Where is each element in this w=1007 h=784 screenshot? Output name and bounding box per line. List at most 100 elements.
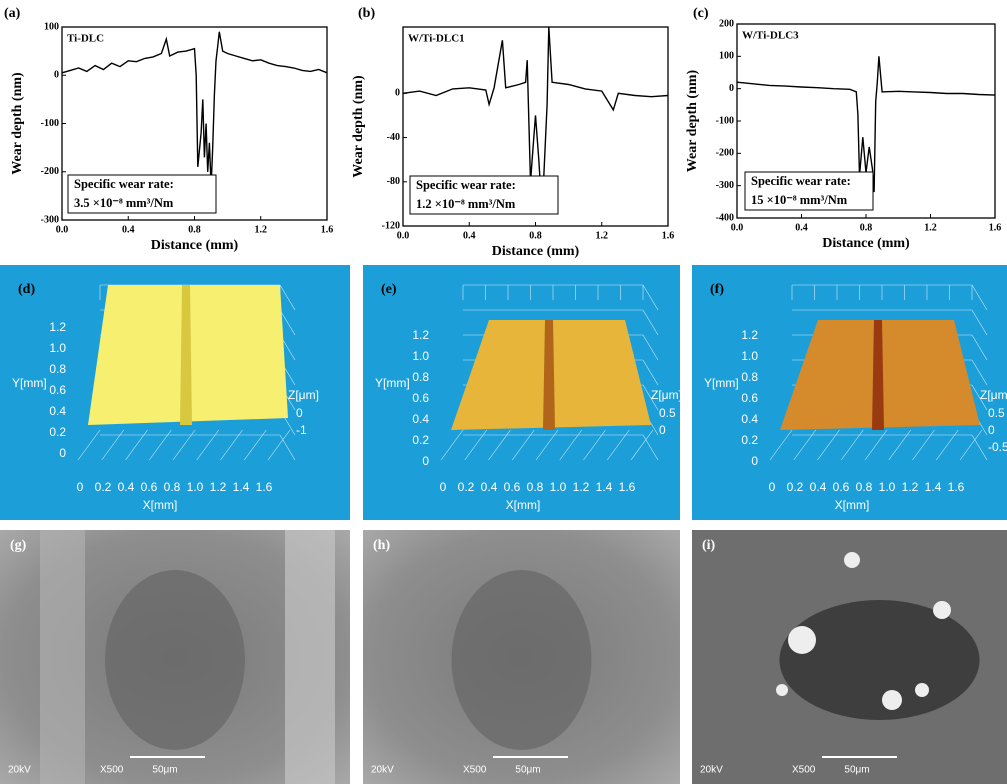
panel-label: (e) bbox=[381, 282, 397, 297]
y-axis-title: Y[mm] bbox=[12, 376, 47, 390]
debris bbox=[844, 552, 860, 568]
y-tick-label: 100 bbox=[719, 51, 734, 62]
x-tick-label: 0.8 bbox=[860, 222, 873, 233]
y-tick-label: 200 bbox=[719, 18, 734, 29]
z-tick-label: 0 bbox=[659, 423, 666, 437]
y-tick-label: 0 bbox=[729, 83, 734, 94]
debris bbox=[788, 626, 816, 654]
y-tick-label: 1.0 bbox=[49, 341, 66, 355]
x-tick-label: 1.2 bbox=[210, 480, 227, 494]
y-tick-label: 0.2 bbox=[412, 433, 429, 447]
x-tick-label: 0.0 bbox=[397, 230, 410, 241]
debris bbox=[915, 683, 929, 697]
chart-title: W/Ti-DLC1 bbox=[408, 33, 465, 45]
x-tick-label: 0 bbox=[769, 480, 776, 494]
y-axis-title: Y[mm] bbox=[704, 376, 739, 390]
debris-band bbox=[285, 530, 335, 784]
x-axis-title: X[mm] bbox=[506, 498, 541, 512]
x-tick-label: 0.2 bbox=[95, 480, 112, 494]
x-tick-label: 1.4 bbox=[233, 480, 250, 494]
x-tick-label: 1.2 bbox=[902, 480, 919, 494]
x-tick-label: 1.2 bbox=[255, 224, 268, 235]
annotation: Specific wear rate: bbox=[74, 177, 174, 191]
sem-image: (i)20kVX50050μm bbox=[692, 530, 1007, 784]
z-tick-label: 0 bbox=[988, 423, 995, 437]
z-tick-label: -0.5 bbox=[988, 440, 1007, 454]
panel-label: (f) bbox=[710, 282, 724, 297]
x-tick-label: 1.2 bbox=[573, 480, 590, 494]
annotation: Specific wear rate: bbox=[751, 174, 851, 188]
annotation: Specific wear rate: bbox=[416, 178, 516, 192]
y-tick-label: 0.4 bbox=[49, 404, 66, 418]
sem-mag: X500 bbox=[463, 765, 487, 776]
panel-label: (a) bbox=[4, 6, 21, 21]
wear-scar bbox=[105, 570, 245, 750]
sem-scale: 50μm bbox=[844, 765, 869, 776]
x-tick-label: 0.4 bbox=[118, 480, 135, 494]
x-tick-label: 1.4 bbox=[596, 480, 613, 494]
y-tick-label: 1.2 bbox=[412, 328, 429, 342]
y-tick-label: -200 bbox=[41, 166, 59, 177]
y-tick-label: -200 bbox=[716, 148, 734, 159]
x-tick-label: 0.8 bbox=[856, 480, 873, 494]
x-tick-label: 0.6 bbox=[833, 480, 850, 494]
x-axis-label: Distance (mm) bbox=[822, 236, 910, 251]
sem-voltage: 20kV bbox=[8, 765, 31, 776]
x-tick-label: 1.6 bbox=[662, 230, 675, 241]
y-tick-label: -40 bbox=[387, 132, 400, 143]
z-tick-label: 0.5 bbox=[988, 406, 1005, 420]
x-tick-label: 0.8 bbox=[529, 230, 542, 241]
sem-image: (g)20kVX50050μm bbox=[0, 530, 350, 784]
y-tick-label: 1.2 bbox=[49, 320, 66, 334]
y-tick-label: 0.8 bbox=[49, 362, 66, 376]
figure: (a)Ti-DLC-300-200-10001000.00.40.81.21.6… bbox=[0, 0, 1007, 784]
y-axis-title: Y[mm] bbox=[375, 376, 410, 390]
sem-scale: 50μm bbox=[152, 765, 177, 776]
y-axis-label: Wear depth (nm) bbox=[685, 69, 700, 172]
x-tick-label: 1.2 bbox=[924, 222, 937, 233]
y-axis-label: Wear depth (nm) bbox=[10, 72, 25, 175]
panel-label: (b) bbox=[358, 6, 375, 21]
y-tick-label: 0 bbox=[59, 446, 66, 460]
y-tick-label: 100 bbox=[44, 21, 59, 32]
z-tick-label: -1 bbox=[296, 423, 307, 437]
y-tick-label: 0.4 bbox=[741, 412, 758, 426]
x-tick-label: 0.6 bbox=[504, 480, 521, 494]
profile-line bbox=[403, 27, 668, 187]
y-tick-label: 0.6 bbox=[741, 391, 758, 405]
z-tick-label: 0.5 bbox=[659, 406, 676, 420]
panel-label: (h) bbox=[373, 538, 390, 553]
y-tick-label: -100 bbox=[716, 115, 734, 126]
x-tick-label: 0.0 bbox=[731, 222, 744, 233]
panel-label: (g) bbox=[10, 538, 27, 553]
x-tick-label: 1.6 bbox=[948, 480, 965, 494]
x-tick-label: 1.6 bbox=[256, 480, 273, 494]
y-tick-label: 0.2 bbox=[741, 433, 758, 447]
z-axis-title: Z[μm] bbox=[651, 388, 682, 402]
y-tick-label: 0.8 bbox=[741, 370, 758, 384]
z-tick-label: 0 bbox=[296, 406, 303, 420]
groove bbox=[180, 285, 192, 425]
x-tick-label: 0.4 bbox=[795, 222, 808, 233]
x-tick-label: 1.6 bbox=[321, 224, 334, 235]
wear-scar bbox=[452, 570, 592, 750]
sem-mag: X500 bbox=[792, 765, 816, 776]
debris-band bbox=[40, 530, 85, 784]
profile-line bbox=[62, 32, 327, 186]
z-axis-title: Z[μm] bbox=[980, 388, 1007, 402]
sem-voltage: 20kV bbox=[371, 765, 394, 776]
x-tick-label: 1.4 bbox=[925, 480, 942, 494]
debris bbox=[882, 690, 902, 710]
x-tick-label: 0 bbox=[440, 480, 447, 494]
x-tick-label: 0.4 bbox=[810, 480, 827, 494]
y-axis-label: Wear depth (nm) bbox=[351, 75, 366, 178]
x-tick-label: 1.0 bbox=[187, 480, 204, 494]
debris bbox=[776, 684, 788, 696]
x-tick-label: 0.4 bbox=[463, 230, 476, 241]
panel-label: (c) bbox=[693, 6, 709, 21]
x-tick-label: 0.8 bbox=[164, 480, 181, 494]
x-tick-label: 0.2 bbox=[458, 480, 475, 494]
x-tick-label: 1.6 bbox=[989, 222, 1002, 233]
x-tick-label: 0.8 bbox=[188, 224, 201, 235]
